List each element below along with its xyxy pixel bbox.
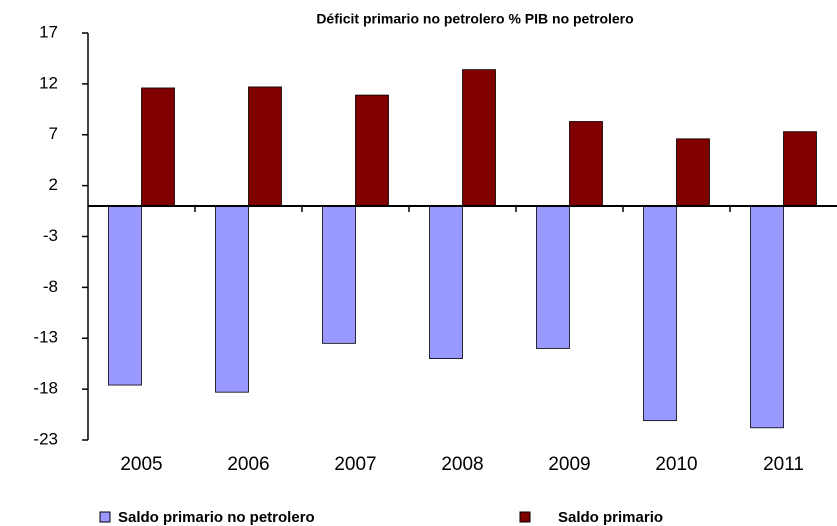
x-tick-label: 2008 <box>441 454 483 475</box>
x-tick-label: 2006 <box>227 454 269 475</box>
y-tick-label: -13 <box>33 328 58 347</box>
bar <box>536 205 570 349</box>
chart-title: Déficit primario no petrolero % PIB no p… <box>316 11 633 27</box>
bar <box>108 205 142 386</box>
x-tick-label: 2010 <box>655 454 697 475</box>
bar <box>783 131 817 207</box>
bar <box>141 87 175 207</box>
bar <box>215 205 249 393</box>
y-tick-label: 12 <box>39 73 58 92</box>
bar <box>750 205 784 429</box>
bar <box>429 205 463 360</box>
bar <box>248 86 282 207</box>
bar <box>643 205 677 422</box>
legend-swatch <box>519 511 531 523</box>
y-tick-label: -18 <box>33 379 58 398</box>
y-tick-label: 17 <box>39 22 58 41</box>
y-tick-label: -3 <box>43 226 58 245</box>
bar <box>569 121 603 207</box>
y-tick-label: -8 <box>43 277 58 296</box>
x-tick-label: 2005 <box>120 454 162 475</box>
legend-label: Saldo primario <box>558 509 663 526</box>
x-tick-label: 2011 <box>763 454 804 475</box>
x-tick-label: 2007 <box>334 454 376 475</box>
bar <box>355 94 389 207</box>
bar <box>322 205 356 344</box>
y-tick-label: 7 <box>49 124 58 143</box>
legend-swatch <box>99 511 111 523</box>
bar <box>462 69 496 207</box>
y-tick-label: -23 <box>33 429 58 448</box>
y-tick-label: 2 <box>49 175 58 194</box>
legend-label: Saldo primario no petrolero <box>118 509 315 526</box>
bar <box>676 138 710 207</box>
x-tick-label: 2009 <box>548 454 590 475</box>
